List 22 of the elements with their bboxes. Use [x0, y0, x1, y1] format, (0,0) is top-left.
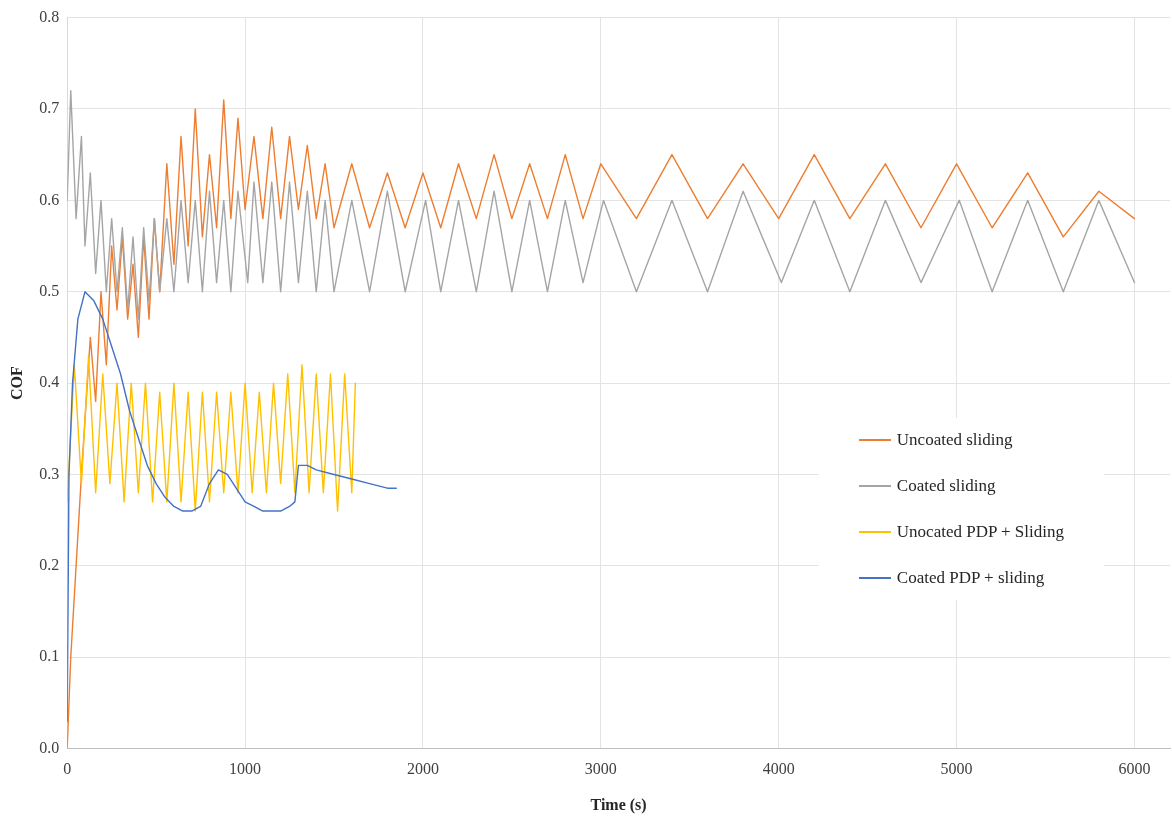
y-tick-label: 0.7: [39, 99, 60, 117]
x-tick-label: 5000: [940, 760, 973, 778]
legend-label: Coated PDP + sliding: [896, 568, 1045, 588]
x-axis-title: Time (s): [590, 795, 647, 814]
y-axis-title: COF: [7, 365, 25, 400]
legend-label: Unocated PDP + Sliding: [896, 522, 1064, 542]
y-tick-label: 0.6: [39, 190, 60, 208]
y-tick-label: 0.5: [39, 281, 60, 299]
x-tick-label: 2000: [406, 760, 439, 778]
y-tick-label: 0.1: [39, 647, 60, 665]
y-tick-label: 0.4: [39, 373, 60, 391]
y-tick-label: 0.0: [39, 738, 60, 756]
x-tick-label: 0: [63, 760, 72, 778]
x-tick-label: 1000: [229, 760, 262, 778]
legend-label: Coated sliding: [896, 476, 996, 496]
x-tick-label: 4000: [762, 760, 795, 778]
legend-label: Uncoated sliding: [896, 430, 1013, 450]
x-tick-label: 6000: [1118, 760, 1151, 778]
y-tick-label: 0.3: [39, 464, 60, 482]
y-tick-label: 0.2: [39, 556, 60, 574]
x-tick-label: 3000: [584, 760, 617, 778]
y-tick-label: 0.8: [39, 7, 60, 25]
